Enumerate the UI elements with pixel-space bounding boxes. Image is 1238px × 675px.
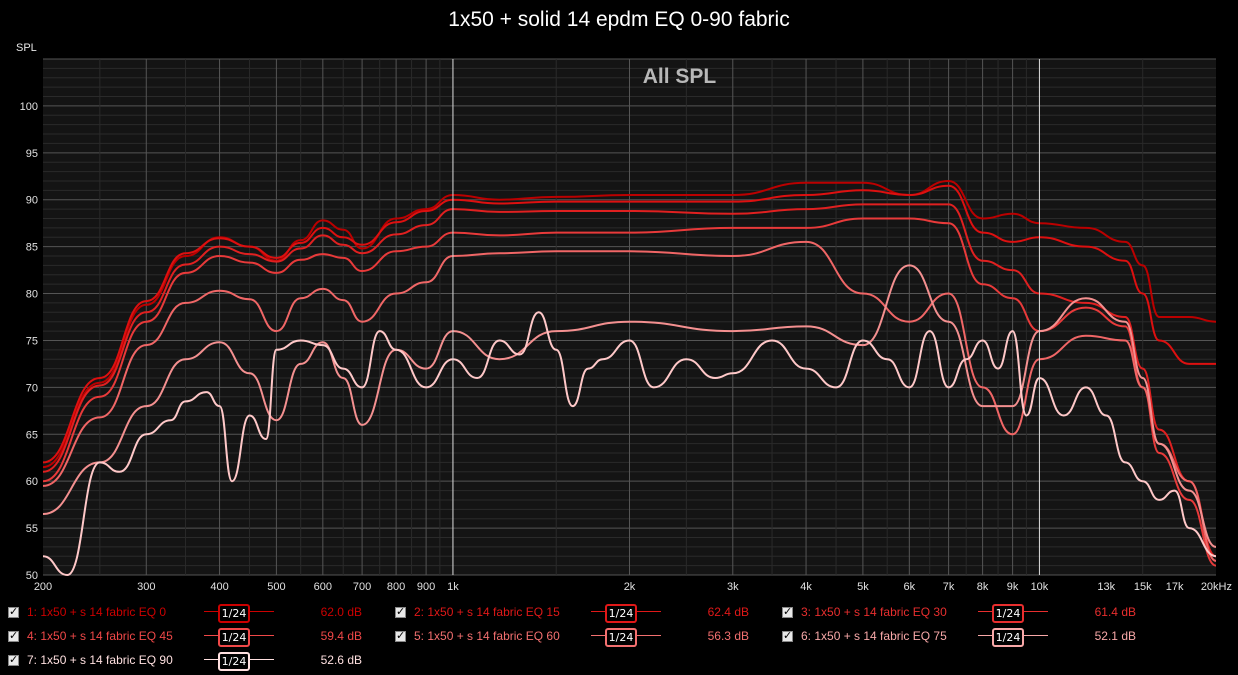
series-line-2 <box>42 184 1216 464</box>
x-tick-label: 3k <box>727 581 739 593</box>
legend-label: 5: 1x50 + s 14 fabric EQ 60 <box>414 629 560 643</box>
series-visibility-checkbox[interactable] <box>8 629 19 642</box>
smoothing-label: 1/24 <box>992 628 1024 647</box>
smoothing-indicator[interactable]: 1/24 <box>978 603 1048 623</box>
y-tick-label: 90 <box>26 195 38 207</box>
smoothing-label: 1/24 <box>605 628 637 647</box>
y-tick-labels: 50 55 60 65 70 75 80 85 90 95 100 <box>20 101 38 582</box>
legend-level: 59.4 dB <box>320 629 362 643</box>
x-tick-label: 800 <box>387 581 405 593</box>
legend-level: 52.6 dB <box>320 653 362 667</box>
y-tick-label: 60 <box>26 476 38 488</box>
x-tick-label: 6k <box>904 581 916 593</box>
series-visibility-checkbox[interactable] <box>395 605 406 618</box>
series-line-3 <box>42 203 1217 558</box>
x-tick-label: 17k <box>1166 581 1184 593</box>
x-tick-label: 400 <box>210 581 228 593</box>
x-tick-label: 600 <box>314 581 332 593</box>
series-visibility-checkbox[interactable] <box>782 629 793 642</box>
smoothing-label: 1/24 <box>218 604 250 623</box>
series-visibility-checkbox[interactable] <box>8 605 19 618</box>
legend-label: 1: 1x50 + s 14 fabric EQ 0 <box>27 605 167 619</box>
legend-level: 61.4 dB <box>1094 605 1136 619</box>
legend-item[interactable]: 4: 1x50 + s 14 fabric EQ 45 1/24 59.4 dB <box>8 626 362 647</box>
smoothing-indicator[interactable]: 1/24 <box>204 651 274 671</box>
series-line-5 <box>42 240 1217 562</box>
legend-item[interactable]: 1: 1x50 + s 14 fabric EQ 0 1/24 62.0 dB <box>8 602 362 623</box>
series-visibility-checkbox[interactable] <box>8 653 19 666</box>
legend-level: 56.3 dB <box>707 629 749 643</box>
legend-level: 52.1 dB <box>1094 629 1136 643</box>
legend-item[interactable]: 3: 1x50 + s 14 fabric EQ 30 1/24 61.4 dB <box>782 602 1136 623</box>
smoothing-indicator[interactable]: 1/24 <box>591 627 661 647</box>
x-tick-label: 300 <box>137 581 155 593</box>
x-tick-label: 1k <box>447 581 459 593</box>
x-tick-label: 4k <box>800 581 812 593</box>
legend-level: 62.4 dB <box>707 605 749 619</box>
x-tick-label: 10k <box>1031 581 1049 593</box>
x-tick-label: 9k <box>1007 581 1019 593</box>
x-tick-label: 15k <box>1134 581 1152 593</box>
chart-title: 1x50 + solid 14 epdm EQ 0-90 fabric <box>448 8 790 31</box>
y-tick-label: 80 <box>26 289 38 301</box>
spl-chart[interactable]: All SPL 50 55 60 65 70 75 80 85 90 95 100 200 300 40… <box>0 0 1238 600</box>
x-tick-label: 5k <box>857 581 869 593</box>
y-axis-label: SPL <box>16 42 37 54</box>
y-tick-label: 95 <box>26 148 38 160</box>
x-tick-label: 900 <box>417 581 435 593</box>
legend-label: 7: 1x50 + s 14 fabric EQ 90 <box>27 653 173 667</box>
x-tick-label: 8k <box>977 581 989 593</box>
series-line-4 <box>42 217 1217 567</box>
series-visibility-checkbox[interactable] <box>395 629 406 642</box>
series-line-6 <box>42 264 1217 548</box>
x-tick-label: 500 <box>267 581 285 593</box>
legend-item[interactable]: 5: 1x50 + s 14 fabric EQ 60 1/24 56.3 dB <box>395 626 749 647</box>
x-tick-label: 200 <box>34 581 52 593</box>
y-tick-label: 85 <box>26 242 38 254</box>
smoothing-indicator[interactable]: 1/24 <box>978 627 1048 647</box>
cursor-lines[interactable] <box>452 59 1040 575</box>
smoothing-indicator[interactable]: 1/24 <box>204 627 274 647</box>
legend-label: 6: 1x50 + s 14 fabric EQ 75 <box>801 629 947 643</box>
legend-label: 4: 1x50 + s 14 fabric EQ 45 <box>27 629 173 643</box>
x-tick-label: 13k <box>1097 581 1115 593</box>
legend-item[interactable]: 6: 1x50 + s 14 fabric EQ 75 1/24 52.1 dB <box>782 626 1136 647</box>
legend-item[interactable]: 7: 1x50 + s 14 fabric EQ 90 1/24 52.6 dB <box>8 650 362 671</box>
smoothing-label: 1/24 <box>218 628 250 647</box>
x-tick-label: 20kHz <box>1201 581 1232 593</box>
smoothing-label: 1/24 <box>992 604 1024 623</box>
legend-item[interactable]: 2: 1x50 + s 14 fabric EQ 15 1/24 62.4 dB <box>395 602 749 623</box>
x-tick-label: 700 <box>353 581 371 593</box>
legend-label: 2: 1x50 + s 14 fabric EQ 15 <box>414 605 560 619</box>
legend-label: 3: 1x50 + s 14 fabric EQ 30 <box>801 605 947 619</box>
smoothing-label: 1/24 <box>218 652 250 671</box>
smoothing-indicator[interactable]: 1/24 <box>204 603 274 623</box>
y-tick-label: 50 <box>26 570 38 582</box>
x-tick-label: 2k <box>624 581 636 593</box>
y-tick-label: 100 <box>20 101 38 113</box>
plot-watermark: All SPL <box>643 65 717 88</box>
y-tick-label: 55 <box>26 523 38 535</box>
y-tick-label: 65 <box>26 429 38 441</box>
series-visibility-checkbox[interactable] <box>782 605 793 618</box>
smoothing-indicator[interactable]: 1/24 <box>591 603 661 623</box>
legend-level: 62.0 dB <box>320 605 362 619</box>
series-line-7 <box>42 311 1217 576</box>
series-lines <box>42 180 1217 576</box>
y-tick-label: 75 <box>26 335 38 347</box>
x-tick-labels: 200 300 400 500 600 700 800 900 1k 2k 3k 4k 5k 6k 7k 8k… <box>34 581 1232 593</box>
grid-lines <box>43 58 1216 576</box>
x-tick-label: 7k <box>943 581 955 593</box>
y-tick-label: 70 <box>26 382 38 394</box>
smoothing-label: 1/24 <box>605 604 637 623</box>
